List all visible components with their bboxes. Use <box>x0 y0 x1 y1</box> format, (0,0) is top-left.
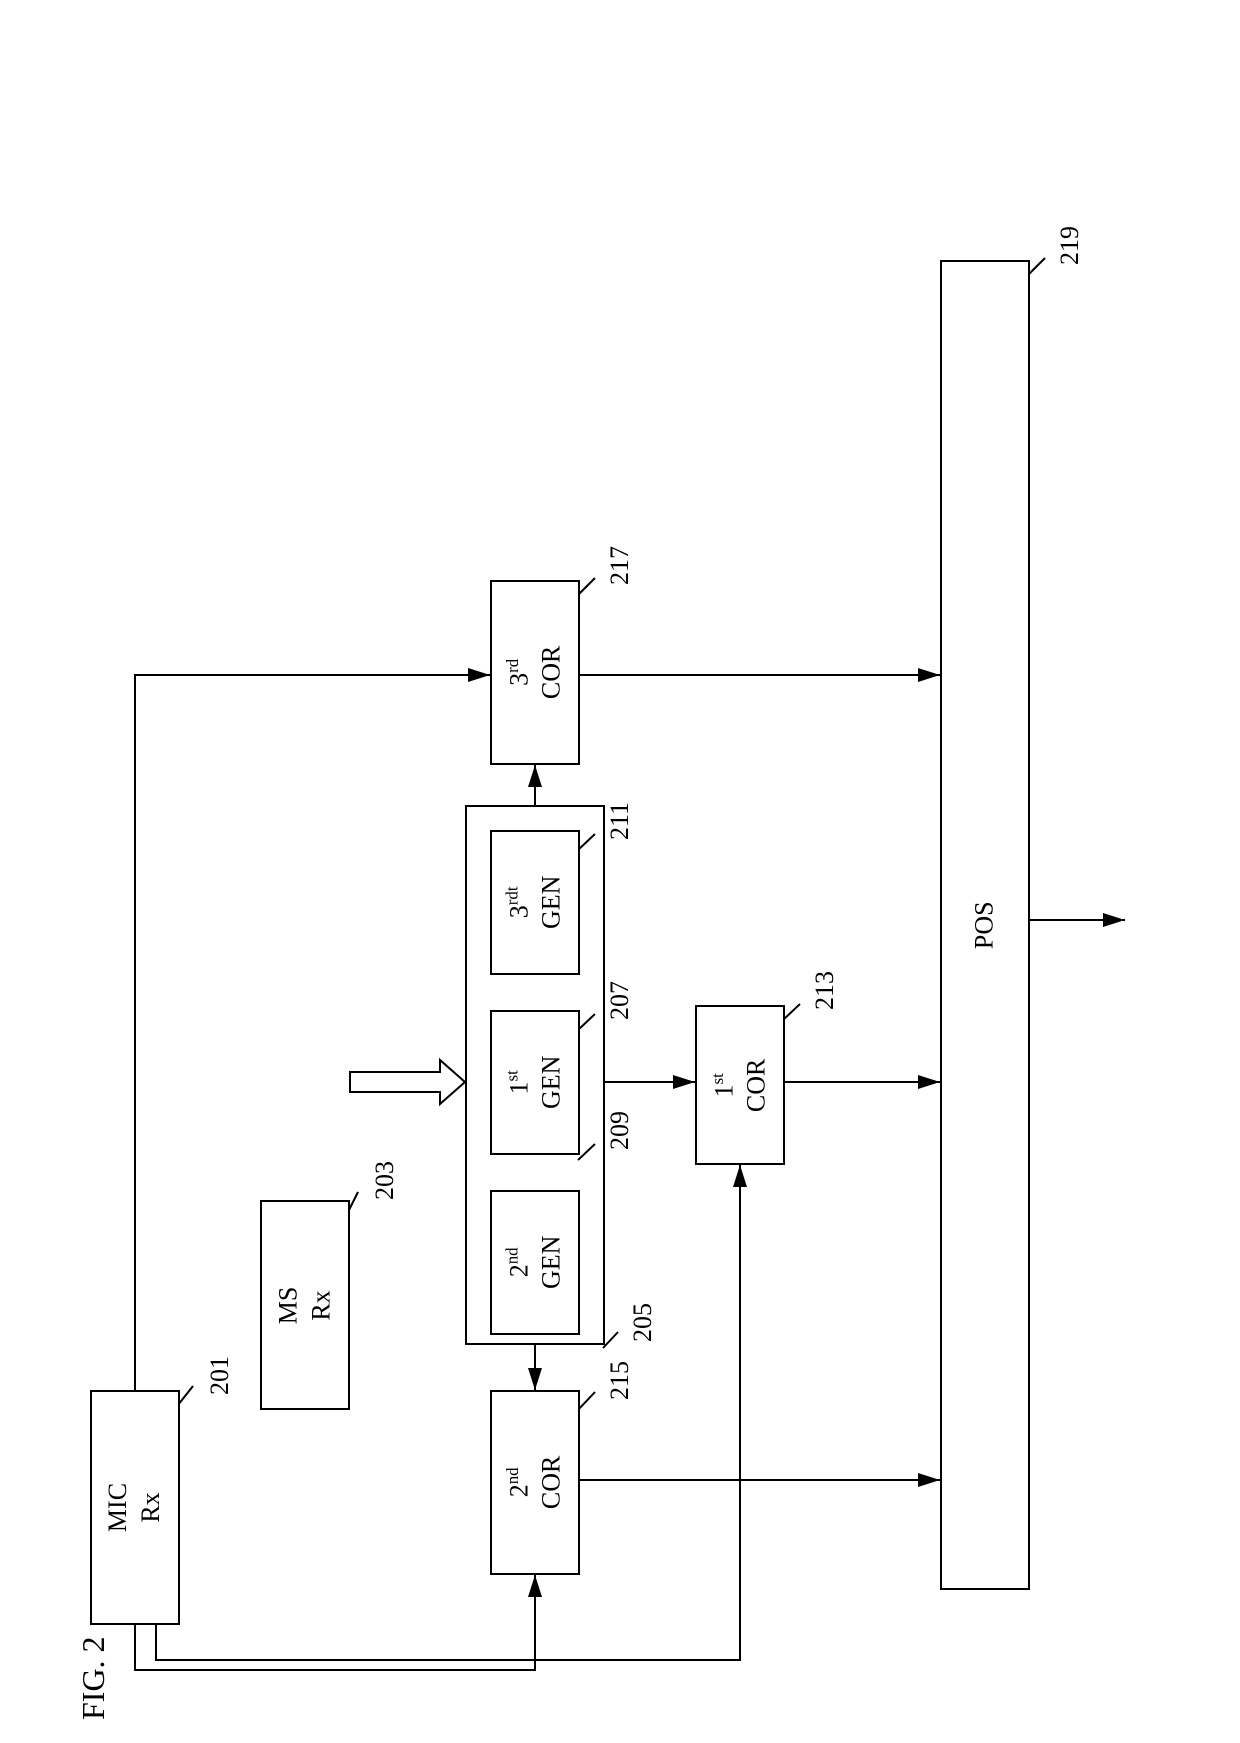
block-gen3: 3rdtGEN <box>490 830 580 975</box>
cor3-line2: COR <box>536 646 569 699</box>
ref-213: 213 <box>810 971 840 1010</box>
ref-207: 207 <box>605 981 635 1020</box>
ref-201: 201 <box>205 1356 235 1395</box>
cor1-line1: 1st <box>709 1073 738 1097</box>
cor2-line1: 2nd <box>504 1468 533 1498</box>
block-mic-rx: MICRx <box>90 1390 180 1625</box>
figure-caption: FIG. 2 <box>75 1636 112 1720</box>
ref-215: 215 <box>605 1361 635 1400</box>
block-gen2: 2ndGEN <box>490 1190 580 1335</box>
gen3-line1: 3rdt <box>504 887 533 919</box>
mic-rx-line2: Rx <box>135 1483 168 1532</box>
ref-211: 211 <box>605 802 635 840</box>
block-cor3: 3rdCOR <box>490 580 580 765</box>
block-cor2: 2ndCOR <box>490 1390 580 1575</box>
cor1-line2: COR <box>741 1058 774 1111</box>
ref-219: 219 <box>1055 226 1085 265</box>
cor2-line2: COR <box>536 1456 569 1509</box>
ref-209: 209 <box>605 1111 635 1150</box>
gen1-line2: GEN <box>536 1056 569 1109</box>
block-pos: POS <box>940 260 1030 1590</box>
mic-rx-line1: MIC <box>104 1483 133 1532</box>
block-cor1: 1stCOR <box>695 1005 785 1165</box>
gen2-line1: 2nd <box>504 1248 533 1278</box>
gen3-line2: GEN <box>536 876 569 929</box>
cor3-line1: 3rd <box>504 659 533 686</box>
block-gen1: 1stGEN <box>490 1010 580 1155</box>
gen1-line1: 1st <box>504 1070 533 1094</box>
ref-205: 205 <box>628 1303 658 1342</box>
ms-rx-line2: Rx <box>305 1286 338 1324</box>
ref-203: 203 <box>370 1161 400 1200</box>
ref-217: 217 <box>605 546 635 585</box>
block-ms-rx: MSRx <box>260 1200 350 1410</box>
diagram-edges <box>0 0 1240 1743</box>
gen2-line2: GEN <box>536 1236 569 1289</box>
ms-rx-line1: MS <box>273 1286 302 1324</box>
pos-line1: POS <box>970 901 999 949</box>
